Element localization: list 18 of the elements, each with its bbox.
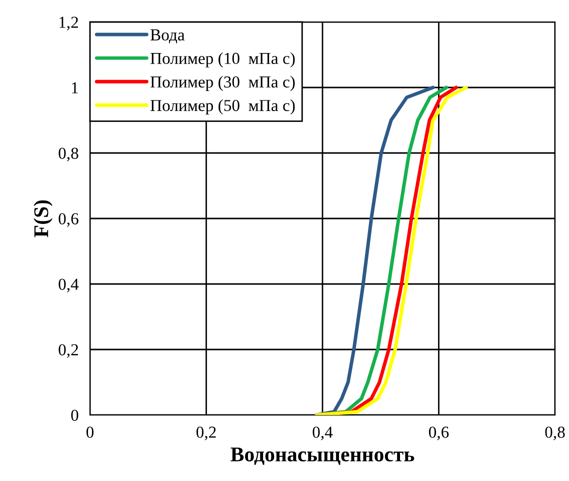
x-tick-label: 0,2 — [196, 426, 216, 440]
legend-label: Вода — [150, 29, 185, 44]
y-tick-label: 0,4 — [58, 278, 79, 292]
x-tick-label: 0,8 — [545, 426, 565, 440]
y-tick-label: 0 — [71, 410, 78, 421]
y-tick-label: 0,6 — [58, 213, 78, 227]
legend-label: Полимер (50 мПа с) — [150, 99, 295, 115]
x-axis-title: Водонасыщенность — [230, 448, 414, 465]
x-tick-label: 0 — [86, 426, 94, 438]
x-tick-label: 0,4 — [312, 426, 333, 440]
y-tick-label: 1,2 — [60, 16, 78, 30]
y-tick-label: 0,8 — [58, 148, 78, 162]
y-tick-label: 0,2 — [58, 344, 78, 358]
legend-label: Полимер (10 мПа с) — [150, 52, 295, 68]
y-tick-label: 1 — [72, 82, 78, 94]
x-tick-label: 0,6 — [428, 426, 449, 440]
legend-label: Полимер (30 мПа с) — [150, 76, 295, 91]
y-axis-title: F(S) — [34, 200, 52, 238]
